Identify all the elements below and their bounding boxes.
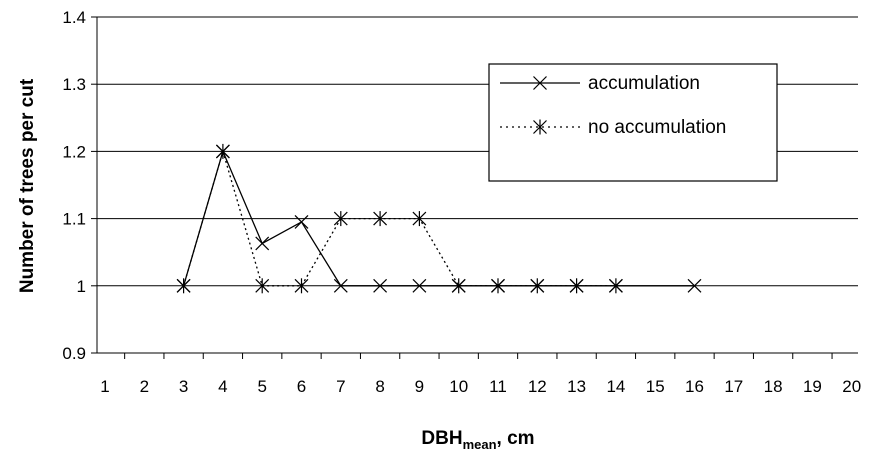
data-point-asterisk <box>373 211 388 227</box>
x-tick-label: 9 <box>415 377 424 396</box>
data-point-x <box>333 278 348 293</box>
x-tick-label: 7 <box>336 377 345 396</box>
x-tick-label: 6 <box>297 377 306 396</box>
y-tick-label: 1.2 <box>62 142 86 161</box>
x-tick-label: 13 <box>567 377 586 396</box>
series-layer <box>176 143 702 294</box>
x-tick-label: 12 <box>528 377 547 396</box>
x-axis-title-main: DBH <box>421 428 462 449</box>
y-tick-label: 1 <box>77 277 86 296</box>
x-tick-label: 4 <box>218 377 227 396</box>
x-tick-label: 2 <box>140 377 149 396</box>
x-tick-label: 5 <box>257 377 266 396</box>
data-point-asterisk <box>608 278 623 294</box>
data-point-asterisk <box>530 278 545 294</box>
x-tick-label: 16 <box>685 377 704 396</box>
x-tick-label: 1 <box>100 377 109 396</box>
data-point-asterisk <box>491 278 505 294</box>
legend-swatch-marker <box>533 76 547 90</box>
data-point-asterisk <box>333 211 348 227</box>
data-point-asterisk <box>176 278 191 294</box>
data-point-x <box>294 215 309 229</box>
x-tick-label: 17 <box>724 377 743 396</box>
legend: accumulation no accumulation <box>488 63 778 182</box>
data-point-x <box>412 278 427 293</box>
x-axis-title-subscript: mean <box>463 437 497 452</box>
y-tick-label: 0.9 <box>62 344 86 363</box>
data-point-x <box>373 278 388 293</box>
x-tick-label: 15 <box>646 377 665 396</box>
data-point-asterisk <box>451 278 466 294</box>
legend-swatch-marker <box>533 119 547 135</box>
data-point-asterisk <box>215 143 230 159</box>
data-point-asterisk <box>255 278 270 294</box>
data-point-x <box>687 278 702 293</box>
data-point-asterisk <box>569 278 584 294</box>
legend-label-no-accumulation: no accumulation <box>588 117 726 138</box>
x-tick-label: 11 <box>489 377 507 396</box>
y-tick-label: 1.4 <box>62 8 86 27</box>
x-axis-title-suffix: , cm <box>497 428 535 449</box>
y-tick-label: 1.1 <box>62 210 86 229</box>
x-tick-label: 20 <box>842 377 861 396</box>
y-axis-title: Number of trees per cut <box>17 78 38 293</box>
data-point-x <box>255 236 270 251</box>
x-axis-title: DBHmean, cm <box>421 428 534 452</box>
axes <box>91 16 858 359</box>
series-line-1 <box>182 149 616 287</box>
x-tick-label: 8 <box>375 377 384 396</box>
y-tick-label: 1.3 <box>62 75 86 94</box>
x-tick-label: 3 <box>179 377 188 396</box>
data-point-asterisk <box>294 278 309 294</box>
data-point-asterisk <box>412 211 427 227</box>
x-tick-label: 19 <box>803 377 822 396</box>
x-tick-label: 10 <box>449 377 468 396</box>
tick-labels: 0.911.11.21.31.41 2 3 4 5 6 7 8 9 10 11 12 13 14 15 16 1… <box>62 8 861 396</box>
x-tick-label: 14 <box>606 377 625 396</box>
x-tick-label: 18 <box>764 377 783 396</box>
legend-label-accumulation: accumulation <box>588 73 700 94</box>
